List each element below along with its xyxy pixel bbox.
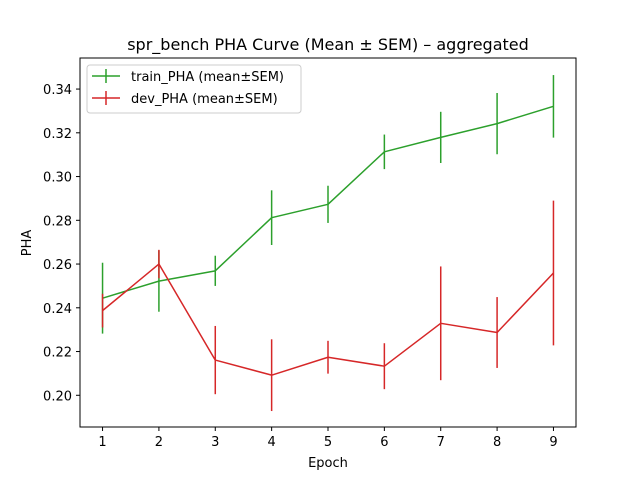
y-tick-label: 0.28 [43,214,72,229]
legend: train_PHA (mean±SEM) dev_PHA (mean±SEM) [86,64,302,114]
legend-item-train: train_PHA (mean±SEM) [92,69,284,85]
x-tick-label: 5 [324,435,332,450]
y-axis-label: PHA [20,230,35,257]
y-tick-label: 0.22 [43,346,72,361]
x-tick-label: 3 [211,435,219,450]
series-line-dev [102,263,554,376]
axes: 1 2 3 4 5 6 7 8 9 0.20 0.22 0.24 0.26 0.28 0.30 0.32 0.3… [43,83,558,450]
x-axis-label: Epoch [308,456,348,471]
legend-train-label: train_PHA (mean±SEM) [131,70,284,85]
y-tick-label: 0.34 [43,83,72,98]
y-tick-label: 0.30 [43,171,72,186]
plot-area [101,75,555,412]
y-tick-label: 0.20 [43,389,72,404]
y-tick-label: 0.32 [43,127,72,142]
x-tick-label: 7 [437,435,445,450]
series-train [101,75,555,334]
x-tick-label: 4 [267,435,275,450]
x-tick-label: 2 [155,435,163,450]
series-dev [101,200,555,412]
x-tick-label: 8 [493,435,501,450]
legend-dev-label: dev_PHA (mean±SEM) [131,92,278,107]
legend-box [86,64,302,114]
chart-title: spr_bench PHA Curve (Mean ± SEM) – aggre… [127,35,529,55]
y-tick-label: 0.26 [43,258,72,273]
y-tick-label: 0.24 [43,302,72,317]
x-tick-label: 6 [380,435,388,450]
series-line-train [102,105,554,299]
x-tick-label: 9 [549,435,557,450]
x-tick-label: 1 [98,435,106,450]
legend-item-dev: dev_PHA (mean±SEM) [92,91,278,107]
